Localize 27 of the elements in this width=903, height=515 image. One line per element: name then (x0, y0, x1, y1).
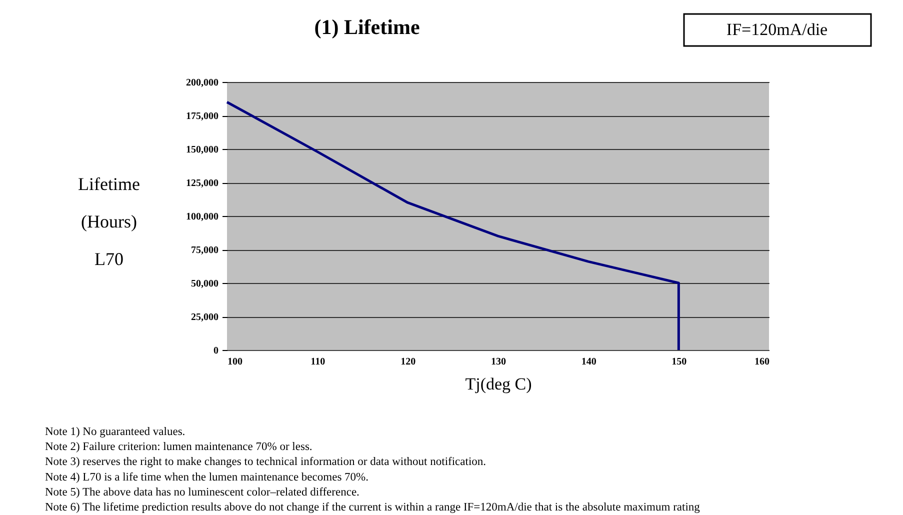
y-tick-label: 75,000 (191, 245, 218, 256)
y-tick-label: 150,000 (186, 144, 218, 156)
x-tick-label: 140 (581, 356, 596, 368)
y-tick-label: 50,000 (191, 278, 218, 290)
y-tick-label: 100,000 (186, 212, 218, 222)
y-tick-label: 175,000 (186, 111, 218, 122)
chart-title: (1) Lifetime (314, 15, 420, 39)
x-tick-label: 130 (491, 356, 506, 368)
text: Note 2) Failure criterion: lumen maintenance 70% or less. (45, 441, 312, 454)
x-tick-label: 160 (754, 356, 770, 368)
text: Note 3) reserves the right to make changes to technical information or data without notification. (45, 456, 486, 468)
y-tick-label: 25,000 (191, 312, 218, 323)
text: Note 4) L70 is a life time when the lumen maintenance becomes 70%. (45, 471, 369, 484)
text: Note 5) The above data has no luminescent color–related difference. (45, 486, 360, 498)
y-tick-label: 125,000 (186, 178, 218, 189)
y-axis-title: Lifetime (Hours) L70 (78, 174, 140, 269)
x-tick-label: 110 (310, 356, 326, 368)
line-series (226, 100, 680, 352)
x-tick-label: 150 (672, 356, 687, 368)
x-tick-label: 100 (228, 356, 242, 368)
y-tick-label: 200,000 (186, 78, 218, 88)
x-axis-title: Tj(deg C) (465, 374, 532, 394)
text: Note 6) The lifetime prediction results above do not change if the current is within a range IF=120mA/die that is the absolute maximum rating (45, 502, 700, 514)
text: IF=120mA/die (726, 20, 828, 39)
text: Note 1) No guaranteed values. (45, 426, 186, 438)
y-tick-label: 0 (214, 346, 218, 356)
x-tick-label: 120 (400, 356, 416, 368)
